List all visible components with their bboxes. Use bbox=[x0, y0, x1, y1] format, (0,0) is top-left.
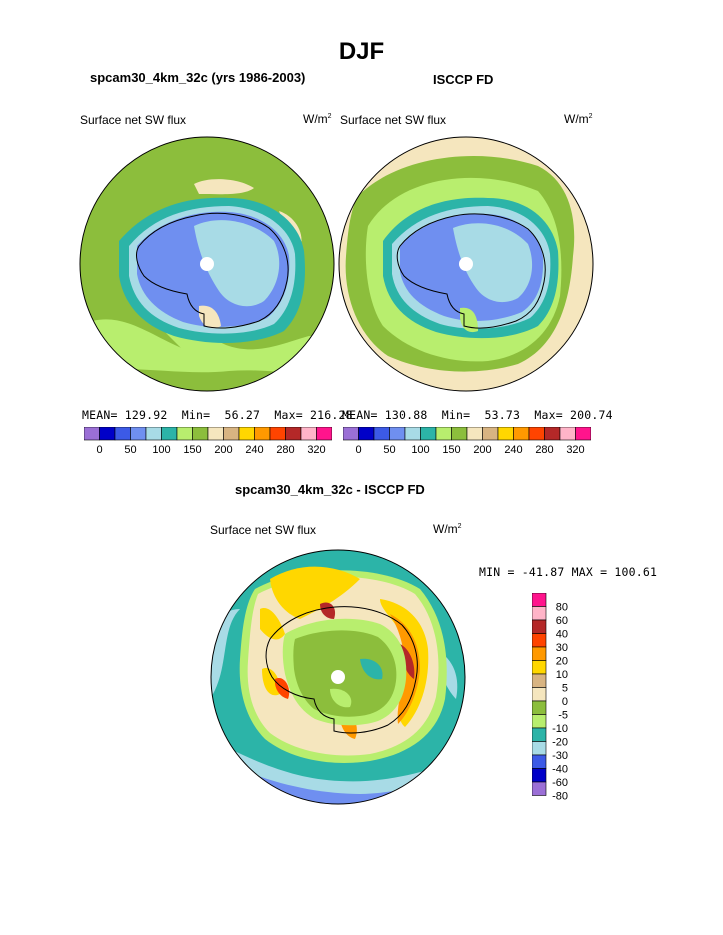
colorbar-swatch bbox=[451, 427, 468, 441]
colorbar-swatch bbox=[300, 427, 317, 441]
colorbar-swatch bbox=[532, 646, 547, 661]
colorbar-swatch bbox=[575, 427, 591, 441]
colorbar-swatch bbox=[420, 427, 437, 441]
bottom-difference-polar-map bbox=[210, 549, 466, 805]
colorbar-tick-label: 50 bbox=[124, 444, 136, 456]
colorbar-swatch bbox=[528, 427, 545, 441]
colorbar-tick-label: -80 bbox=[552, 791, 568, 803]
colorbar-swatch bbox=[532, 673, 547, 688]
colorbar-swatch bbox=[269, 427, 286, 441]
top-left-variable-label: Surface net SW flux bbox=[80, 113, 187, 127]
colorbar-swatch bbox=[532, 619, 547, 634]
colorbar-swatch bbox=[532, 660, 547, 675]
top-right-panel-title: ISCCP FD bbox=[433, 72, 494, 87]
colorbar-tick-label: 320 bbox=[307, 444, 325, 456]
bottom-minmax: MIN = -41.87 MAX = 100.61 bbox=[479, 565, 658, 579]
top-left-colorbar: 0 50 100 150 200 240 280 320 bbox=[84, 427, 332, 456]
colorbar-tick-label: 0 bbox=[96, 444, 102, 456]
colorbar-tick-label: 150 bbox=[442, 444, 460, 456]
colorbar-tick-label: 0 bbox=[355, 444, 361, 456]
colorbar-swatch bbox=[532, 593, 547, 607]
colorbar-swatch bbox=[435, 427, 452, 441]
colorbar-tick-label: -20 bbox=[552, 737, 568, 749]
colorbar-swatch bbox=[532, 727, 547, 742]
colorbar-swatch bbox=[254, 427, 271, 441]
colorbar-swatch bbox=[532, 606, 547, 621]
colorbar-tick-label: 50 bbox=[383, 444, 395, 456]
colorbar-swatch bbox=[373, 427, 390, 441]
top-right-variable-label: Surface net SW flux bbox=[340, 113, 447, 127]
colorbar-tick-label: 20 bbox=[556, 656, 568, 668]
colorbar-tick-label: 280 bbox=[535, 444, 553, 456]
colorbar-tick-label: 10 bbox=[556, 669, 568, 681]
colorbar-swatch bbox=[513, 427, 530, 441]
colorbar-swatch bbox=[130, 427, 147, 441]
colorbar-swatch bbox=[223, 427, 240, 441]
top-right-stats: MEAN= 130.88 Min= 53.73 Max= 200.74 bbox=[342, 408, 613, 422]
colorbar-swatch bbox=[161, 427, 178, 441]
colorbar-swatch bbox=[238, 427, 255, 441]
bottom-panel-title: spcam30_4km_32c - ISCCP FD bbox=[235, 482, 425, 497]
top-right-colorbar: 0 50 100 150 200 240 280 320 bbox=[343, 427, 591, 456]
colorbar-swatch bbox=[532, 754, 547, 769]
colorbar-tick-label: 0 bbox=[562, 696, 568, 708]
colorbar-tick-label: -5 bbox=[558, 710, 568, 722]
colorbar-swatch bbox=[145, 427, 162, 441]
colorbar-swatch bbox=[114, 427, 131, 441]
colorbar-swatch bbox=[207, 427, 224, 441]
colorbar-swatch bbox=[532, 714, 547, 729]
colorbar-swatch bbox=[389, 427, 406, 441]
colorbar-swatch bbox=[99, 427, 116, 441]
top-left-panel-title: spcam30_4km_32c (yrs 1986-2003) bbox=[90, 70, 306, 85]
colorbar-tick-label: 320 bbox=[566, 444, 584, 456]
colorbar-tick-label: 30 bbox=[556, 642, 568, 654]
colorbar-swatch bbox=[176, 427, 193, 441]
colorbar-swatch bbox=[84, 427, 100, 441]
colorbar-tick-label: 200 bbox=[214, 444, 232, 456]
colorbar-tick-label: 100 bbox=[152, 444, 170, 456]
colorbar-swatch bbox=[544, 427, 561, 441]
colorbar-swatch bbox=[404, 427, 421, 441]
colorbar-swatch bbox=[192, 427, 209, 441]
colorbar-tick-label: -60 bbox=[552, 777, 568, 789]
colorbar-tick-label: -30 bbox=[552, 750, 568, 762]
colorbar-swatch bbox=[343, 427, 359, 441]
colorbar-swatch bbox=[532, 633, 547, 648]
colorbar-swatch bbox=[532, 781, 547, 796]
colorbar-tick-label: 240 bbox=[245, 444, 263, 456]
colorbar-swatch bbox=[532, 700, 547, 715]
colorbar-swatch bbox=[532, 768, 547, 783]
top-left-units-label: W/m2 bbox=[303, 112, 332, 126]
colorbar-tick-label: -40 bbox=[552, 764, 568, 776]
colorbar-swatch bbox=[497, 427, 514, 441]
colorbar-swatch bbox=[358, 427, 375, 441]
colorbar-tick-label: 240 bbox=[504, 444, 522, 456]
bottom-units-label: W/m2 bbox=[433, 522, 462, 536]
colorbar-swatch bbox=[482, 427, 499, 441]
colorbar-tick-label: 80 bbox=[556, 602, 568, 614]
colorbar-swatch bbox=[559, 427, 576, 441]
colorbar-swatch bbox=[316, 427, 332, 441]
colorbar-swatch bbox=[466, 427, 483, 441]
colorbar-tick-label: 280 bbox=[276, 444, 294, 456]
colorbar-tick-label: 40 bbox=[556, 629, 568, 641]
colorbar-tick-label: 100 bbox=[411, 444, 429, 456]
colorbar-swatch bbox=[285, 427, 302, 441]
colorbar-tick-label: 200 bbox=[473, 444, 491, 456]
top-right-units-label: W/m2 bbox=[564, 112, 593, 126]
top-left-stats: MEAN= 129.92 Min= 56.27 Max= 216.28 bbox=[82, 408, 353, 422]
colorbar-tick-label: 5 bbox=[562, 683, 568, 695]
colorbar-swatch bbox=[532, 687, 547, 702]
colorbar-tick-label: 60 bbox=[556, 615, 568, 627]
colorbar-tick-label: -10 bbox=[552, 723, 568, 735]
top-right-polar-map bbox=[338, 136, 594, 392]
top-left-polar-map bbox=[79, 136, 335, 392]
bottom-variable-label: Surface net SW flux bbox=[210, 523, 317, 537]
colorbar-tick-label: 150 bbox=[183, 444, 201, 456]
colorbar-swatch bbox=[532, 741, 547, 756]
figure-title: DJF bbox=[338, 38, 385, 65]
